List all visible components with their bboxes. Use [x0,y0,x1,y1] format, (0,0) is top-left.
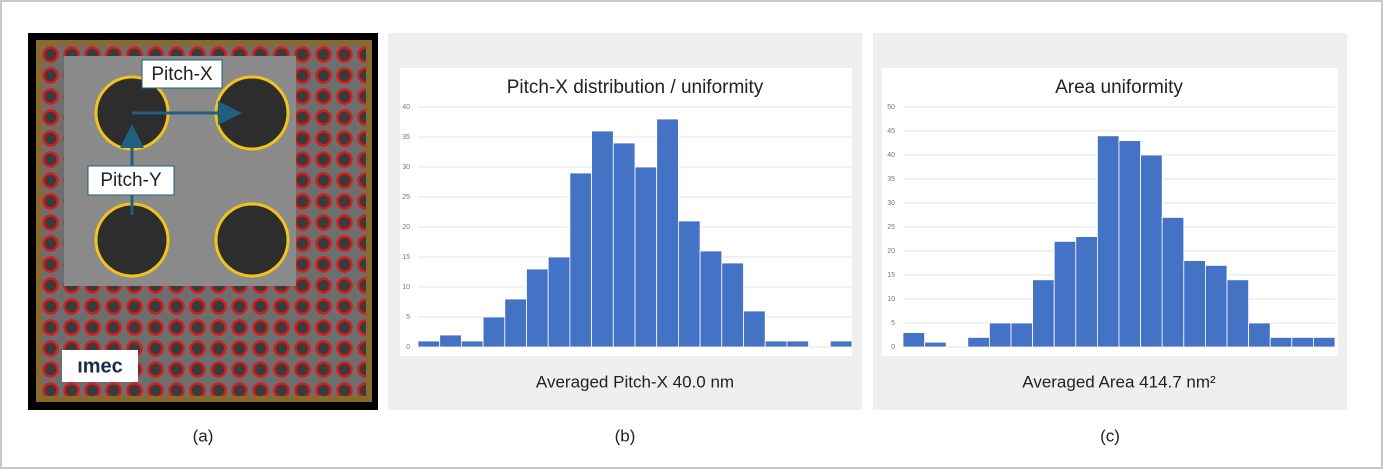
y-tick-label: 40 [887,152,895,159]
bar [657,119,679,347]
bar [1227,280,1249,347]
bar [787,341,809,347]
sem-image [28,33,378,410]
bar [1141,155,1163,347]
caption: (b) [615,426,636,445]
y-tick-label: 40 [402,104,410,111]
y-tick-label: 15 [887,272,895,279]
bar [925,342,947,347]
chart-title: Area uniformity [1055,77,1183,98]
bar [1184,261,1206,347]
chart-subtitle: Averaged Area 414.7 nm² [1022,372,1216,391]
bar [592,131,614,347]
y-tick-label: 45 [887,128,895,135]
bar [1054,241,1076,347]
logo: ımec [77,355,123,377]
bar [700,251,722,347]
y-tick-label: 20 [887,248,895,255]
bar [1076,237,1098,347]
y-tick-label: 0 [406,344,410,351]
bar [1097,136,1119,347]
bar [570,173,592,347]
bar [830,341,852,347]
y-tick-label: 30 [887,200,895,207]
bar [722,263,744,347]
bar [1011,323,1033,347]
bar [1270,337,1292,347]
caption: (a) [193,426,214,445]
y-tick-label: 10 [402,284,410,291]
bar [1249,323,1271,347]
bar [678,221,700,347]
y-tick-label: 25 [402,194,410,201]
bar [1313,337,1335,347]
y-tick-label: 25 [887,224,895,231]
y-tick-label: 50 [887,104,895,111]
caption: (c) [1100,426,1120,445]
bar [968,337,990,347]
bar [903,333,925,347]
bar [1162,217,1184,347]
bar [613,143,635,347]
bar [1033,280,1055,347]
annotation: Pitch-X [151,64,213,85]
bar [461,341,483,347]
bar [505,299,527,347]
figure: Pitch-X Pitch-Y ımec (a) (b) (c) Pitch-X… [0,0,1383,469]
bar [483,317,505,347]
y-tick-label: 5 [406,314,410,321]
bar [1205,265,1227,347]
y-tick-label: 10 [887,296,895,303]
bar [765,341,787,347]
y-tick-label: 35 [402,134,410,141]
annotation: Pitch-Y [100,170,162,191]
y-tick-label: 15 [402,254,410,261]
chart-title: Pitch-X distribution / uniformity [507,77,764,98]
chart-subtitle: Averaged Pitch-X 40.0 nm [536,372,734,391]
bar [418,341,440,347]
bar [989,323,1011,347]
y-tick-label: 5 [891,320,895,327]
bar [548,257,570,347]
bar [1119,141,1141,347]
bar [527,269,549,347]
y-tick-label: 0 [891,344,895,351]
y-tick-label: 20 [402,224,410,231]
bar [440,335,462,347]
y-tick-label: 30 [402,164,410,171]
bar [744,311,766,347]
bar [1292,337,1314,347]
bar [635,167,657,347]
y-tick-label: 35 [887,176,895,183]
